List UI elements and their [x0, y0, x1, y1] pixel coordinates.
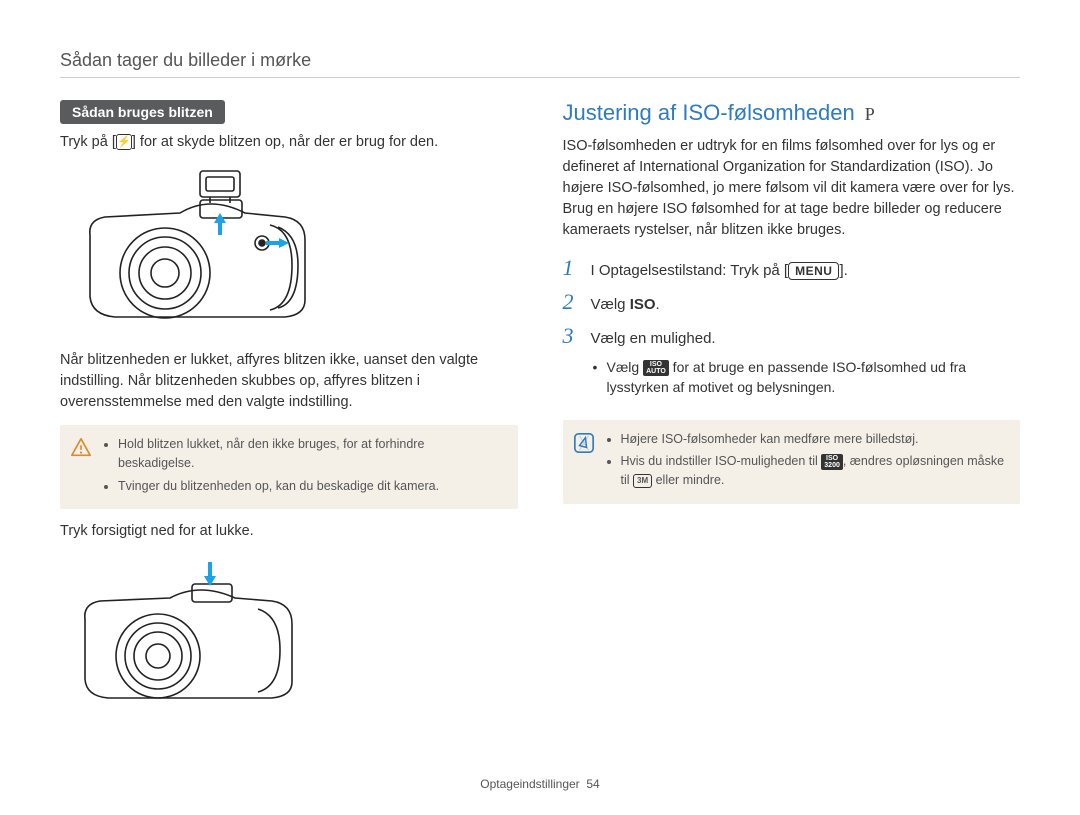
step-1: 1 I Optagelsestilstand: Tryk på [MENU]. — [563, 255, 1021, 281]
iso-3200-chip-icon: ISO3200 — [821, 454, 843, 470]
section-title: Justering af ISO-følsomheden P — [563, 100, 1021, 126]
title-text: Justering af ISO-følsomheden — [563, 100, 855, 126]
left-column: Sådan bruges blitzen Tryk på [⚡] for at … — [60, 100, 518, 729]
info-item: Hvis du indstiller ISO-muligheden til IS… — [621, 452, 1007, 490]
right-column: Justering af ISO-følsomheden P ISO-følso… — [563, 100, 1021, 729]
camera-flash-close-illustration — [60, 554, 310, 714]
step-3: 3 Vælg en mulighed. — [563, 323, 1021, 349]
step-number: 1 — [563, 255, 581, 281]
mode-indicator: P — [865, 104, 875, 125]
warning-icon — [70, 437, 92, 459]
text: ] for at skyde blitzen op, når der er br… — [132, 134, 438, 150]
flash-icon: ⚡ — [116, 134, 132, 150]
warning-note-box: Hold blitzen lukket, når den ikke bruges… — [60, 425, 518, 509]
arrow-up-icon — [214, 213, 226, 235]
warning-item: Hold blitzen lukket, når den ikke bruges… — [118, 435, 504, 473]
text: I Optagelsestilstand: Tryk på [ — [591, 262, 789, 279]
text: Hvis du indstiller ISO-muligheden til — [621, 454, 822, 468]
section-pill: Sådan bruges blitzen — [60, 100, 225, 124]
arrow-right-icon — [266, 238, 289, 248]
text: ]. — [839, 262, 847, 279]
bold-text: ISO — [630, 296, 656, 313]
info-icon — [573, 432, 595, 454]
info-note-box: Højere ISO-følsomheder kan medføre mere … — [563, 420, 1021, 504]
flash-intro: Tryk på [⚡] for at skyde blitzen op, når… — [60, 132, 518, 153]
step-text: Vælg ISO. — [591, 296, 660, 313]
text: Vælg — [607, 359, 644, 375]
step-text: I Optagelsestilstand: Tryk på [MENU]. — [591, 262, 848, 280]
steps-list: 1 I Optagelsestilstand: Tryk på [MENU]. … — [563, 255, 1021, 398]
breadcrumb: Sådan tager du billeder i mørke — [60, 50, 1020, 78]
page-columns: Sådan bruges blitzen Tryk på [⚡] for at … — [60, 100, 1020, 729]
step-2: 2 Vælg ISO. — [563, 289, 1021, 315]
iso-intro-text: ISO-følsomheden er udtryk for en films f… — [563, 136, 1021, 241]
camera-flash-open-illustration — [60, 165, 330, 335]
close-flash-text: Tryk forsigtigt ned for at lukke. — [60, 521, 518, 542]
text: eller mindre. — [652, 473, 724, 487]
arrow-down-icon — [204, 562, 216, 586]
iso-auto-chip-icon: ISOAUTO — [643, 360, 669, 376]
text: Tryk på [ — [60, 134, 116, 150]
warning-item: Tvinger du blitzenheden op, kan du beska… — [118, 477, 504, 496]
step-number: 2 — [563, 289, 581, 315]
step-number: 3 — [563, 323, 581, 349]
footer-section-label: Optageindstillinger — [480, 777, 579, 791]
info-item: Højere ISO-følsomheder kan medføre mere … — [621, 430, 1007, 449]
text: . — [656, 296, 660, 313]
page-footer: Optageindstillinger 54 — [0, 777, 1080, 791]
text: Vælg — [591, 296, 630, 313]
step-sub-bullet: Vælg ISOAUTO for at bruge en passende IS… — [593, 357, 1021, 398]
menu-button-icon: MENU — [788, 262, 839, 280]
footer-page-number: 54 — [586, 777, 599, 791]
step-text: Vælg en mulighed. — [591, 330, 716, 347]
flash-behavior-text: Når blitzenheden er lukket, affyres blit… — [60, 350, 518, 413]
resolution-3m-chip-icon: 3M — [633, 474, 652, 488]
